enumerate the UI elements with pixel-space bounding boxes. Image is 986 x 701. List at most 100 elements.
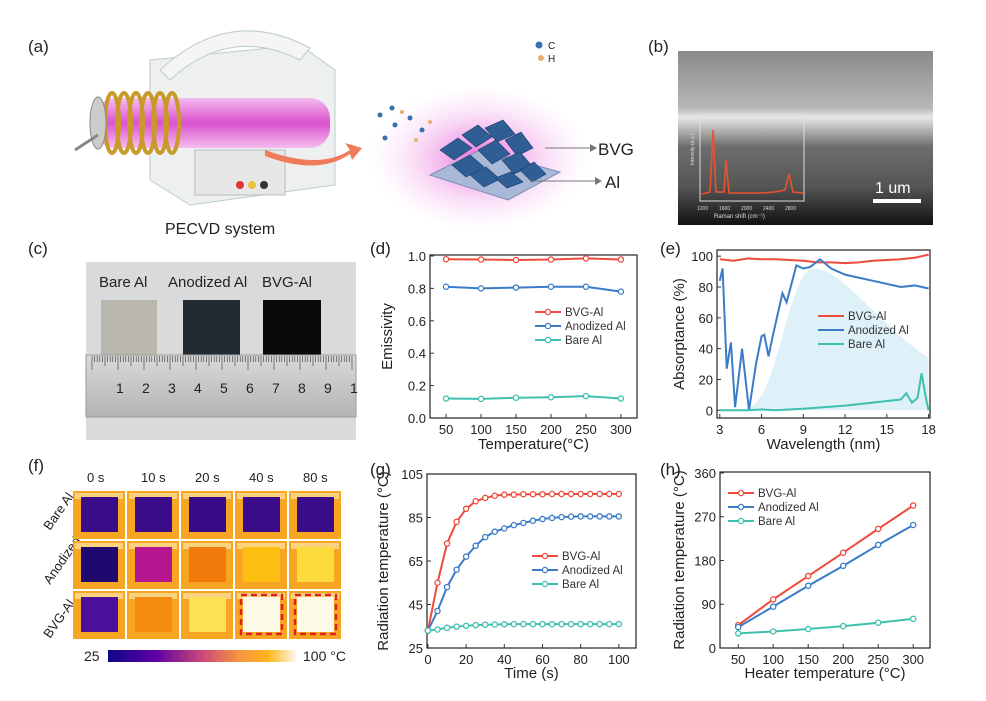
data-point-bvg: [804, 572, 812, 580]
legend-marker: [541, 580, 549, 588]
ruler-ticks: 1 2 3 4 5 6 7 8 9 1: [91, 356, 358, 396]
x-axis-label: Temperature(°C): [478, 436, 589, 453]
arrow-icon: [265, 143, 362, 166]
time-label: 0 s: [87, 470, 105, 485]
thermal-cell: [135, 597, 172, 632]
data-point-anodized: [606, 513, 613, 520]
data-point-bare: [501, 621, 508, 628]
panel-label-b: (b): [648, 37, 669, 56]
legend-hydrogen: H: [548, 54, 555, 65]
y-tick-label: 270: [694, 510, 716, 525]
data-point-bvg: [501, 491, 508, 498]
data-point-bare: [477, 395, 485, 403]
x-tick-label: 200: [540, 422, 562, 437]
data-point-anodized: [547, 283, 555, 291]
data-point-bvg: [434, 579, 441, 587]
series-line-anodized: [737, 524, 914, 628]
highlight-box: [293, 593, 338, 636]
series-line-bare: [738, 617, 914, 635]
data-point-bare: [615, 620, 623, 628]
y-tick-label: 25: [409, 641, 423, 656]
data-point-anodized: [529, 517, 537, 525]
data-point-bvg: [539, 490, 546, 498]
data-point-bvg: [596, 490, 603, 498]
data-point-anodized: [909, 521, 917, 529]
thermal-cell: [135, 497, 172, 532]
x-tick-label: 20: [459, 652, 473, 667]
legend-label: Bare Al: [565, 335, 602, 347]
data-point-bvg: [520, 490, 527, 498]
data-point-bare: [804, 625, 812, 633]
x-tick-label: 100: [762, 652, 784, 667]
data-point-bare: [582, 392, 590, 400]
time-label: 40 s: [249, 470, 274, 485]
data-point-bare: [453, 623, 460, 630]
x-tick-label: 50: [439, 422, 453, 437]
inset-tick: 1200: [697, 206, 708, 212]
panel-label-d: (d): [370, 239, 391, 258]
pecvd-furnace-illustration: [74, 30, 336, 206]
data-point-anodized: [582, 283, 590, 291]
ruler-number: 9: [324, 380, 332, 396]
x-tick-label: 300: [610, 422, 632, 437]
data-point-bvg: [453, 518, 460, 526]
thermal-noise: [291, 493, 339, 499]
time-label: 80 s: [303, 470, 328, 485]
thermal-cell: [189, 547, 226, 582]
legend-marker: [544, 336, 552, 344]
y-tick-label: 0.6: [408, 314, 426, 329]
panel-label-e: (e): [660, 239, 681, 258]
al-label: Al: [605, 173, 620, 192]
ruler-number: 4: [194, 380, 202, 396]
legend-label: BVG-Al: [562, 551, 600, 563]
data-point-bvg: [512, 256, 520, 264]
data-point-bvg: [577, 490, 584, 498]
x-tick-label: 18: [921, 422, 935, 437]
thermal-noise: [291, 543, 339, 549]
panel-label-f: (f): [28, 456, 44, 475]
legend-label: Anodized Al: [565, 321, 626, 333]
y-tick-label: 40: [699, 342, 713, 357]
data-point-bvg: [472, 497, 479, 505]
bare-al-sample: [101, 300, 157, 360]
legend-label: Anodized Al: [562, 565, 623, 577]
data-point-bare: [472, 621, 479, 629]
raman-inset: [699, 115, 805, 202]
y-tick-label: 0.8: [408, 281, 426, 296]
series-line-bare: [446, 395, 621, 400]
data-point-bare: [548, 620, 556, 628]
data-point-bvg: [567, 490, 575, 498]
data-point-anodized: [839, 562, 847, 570]
y-tick-label: 0: [709, 641, 716, 656]
thermal-cell: [297, 597, 334, 632]
y-tick-label: 180: [694, 553, 716, 568]
data-point-bare: [558, 620, 565, 628]
series-line-anodized: [718, 257, 929, 411]
data-point-bvg: [909, 502, 917, 509]
data-point-bvg: [615, 490, 623, 498]
legend-label: Bare Al: [758, 516, 795, 528]
x-tick-label: 100: [470, 422, 492, 437]
x-tick-label: 60: [535, 652, 549, 667]
inset-tick: 2400: [763, 206, 774, 212]
data-point-bvg: [462, 505, 470, 513]
scale-bar-label: 1 um: [875, 180, 911, 197]
charts: 50 100 150 200 250 3000.00.20.40.60.81.0Tempe…: [375, 249, 936, 682]
data-point-bare: [606, 620, 613, 628]
data-point-bvg: [477, 256, 485, 263]
x-tick-label: 250: [867, 652, 889, 667]
legend-label: Anodized Al: [758, 502, 819, 514]
data-point-bare: [442, 395, 450, 402]
sample-label-anodized: Anodized Al: [168, 274, 247, 291]
y-tick-label: 105: [401, 467, 423, 482]
data-point-bare: [596, 620, 603, 628]
ruler-number: 6: [246, 380, 254, 396]
data-point-bvg: [874, 525, 882, 533]
data-point-bvg: [558, 490, 565, 498]
series-line-bare: [719, 373, 930, 412]
thermal-noise: [183, 493, 231, 499]
data-point-anodized: [520, 519, 527, 527]
